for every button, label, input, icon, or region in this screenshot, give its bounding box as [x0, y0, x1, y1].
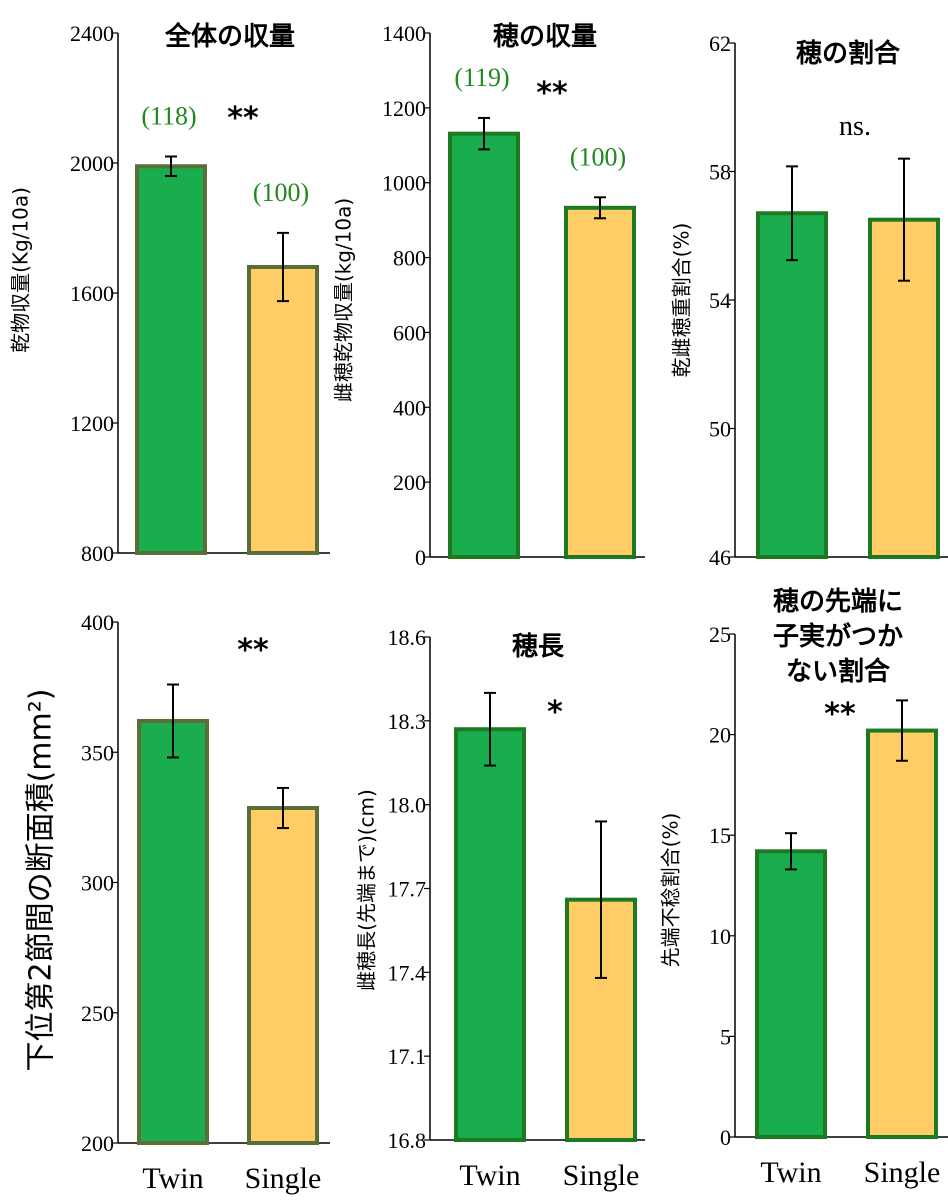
x-tick-label: Single	[563, 1159, 640, 1192]
y-axis-label: 雌穂長(先端まで)(cm)	[355, 789, 379, 991]
y-tick-label: 0	[720, 1125, 731, 1150]
bar	[247, 805, 319, 1145]
bar-label: (100)	[253, 178, 309, 207]
y-tick-label: 17.4	[388, 960, 427, 985]
y-tick-label: 2000	[70, 151, 114, 176]
bar	[448, 131, 520, 559]
y-tick-label: 0	[415, 545, 426, 570]
y-tick-label: 200	[81, 1131, 114, 1156]
y-tick-label: 250	[81, 1001, 114, 1026]
chart-title: 穂の収量	[493, 22, 597, 52]
y-axis-label: 雌穂乾物収量(kg/10a)	[332, 198, 356, 402]
significance: **	[237, 633, 269, 668]
y-tick-label: 17.1	[388, 1044, 427, 1069]
chart-title: 穂の先端に	[773, 587, 903, 617]
y-tick-label: 17.7	[388, 877, 427, 902]
y-axis-label: 乾雌穂重割合(%)	[670, 223, 694, 378]
y-tick-label: 46	[709, 545, 731, 570]
significance: ns.	[839, 111, 871, 142]
y-tick-label: 18.6	[388, 625, 427, 650]
y-tick-label: 600	[393, 320, 426, 345]
y-tick-label: 16.8	[388, 1128, 427, 1153]
x-tick-label: Twin	[459, 1159, 520, 1192]
bar	[866, 728, 938, 1139]
y-tick-label: 50	[709, 417, 731, 442]
y-tick-label: 1600	[70, 281, 114, 306]
y-tick-label: 1000	[382, 171, 426, 196]
y-tick-label: 10	[709, 924, 731, 949]
y-tick-label: 2400	[70, 21, 114, 46]
y-tick-label: 400	[81, 610, 114, 635]
y-tick-label: 300	[81, 871, 114, 896]
y-tick-label: 62	[709, 31, 731, 56]
y-axis-label: 下位第2節間の断面積(mm²)	[24, 689, 59, 1072]
bar	[137, 718, 209, 1145]
bar	[454, 727, 526, 1142]
bar	[755, 849, 827, 1140]
y-tick-label: 5	[720, 1024, 731, 1049]
y-axis-label: 乾物収量(Kg/10a)	[9, 187, 33, 353]
chart-title: ない割合	[786, 656, 891, 687]
y-tick-label: 1400	[382, 21, 426, 46]
x-tick-label: Twin	[142, 1162, 203, 1195]
y-tick-label: 350	[81, 740, 114, 765]
x-tick-label: Twin	[760, 1156, 821, 1189]
bar-label: (119)	[454, 63, 509, 92]
y-tick-label: 15	[709, 823, 731, 848]
y-tick-label: 200	[393, 470, 426, 495]
bar	[135, 164, 207, 555]
significance: *	[547, 695, 563, 730]
y-tick-label: 54	[709, 288, 731, 313]
chart-title: 全体の収量	[164, 21, 295, 52]
y-tick-label: 18.0	[388, 793, 427, 818]
y-axis-label: 先端不稔割合(%)	[659, 813, 683, 968]
y-tick-label: 1200	[382, 96, 426, 121]
y-tick-label: 25	[709, 622, 731, 647]
bar	[756, 211, 828, 559]
significance: **	[824, 697, 856, 732]
y-tick-label: 58	[709, 160, 731, 185]
bar	[564, 205, 636, 559]
y-tick-label: 20	[709, 723, 731, 748]
x-tick-label: Single	[245, 1162, 322, 1195]
y-tick-label: 1200	[70, 411, 114, 436]
bar-label: (100)	[570, 142, 626, 171]
y-tick-label: 18.3	[388, 709, 427, 734]
chart-title: 穂長	[512, 632, 565, 662]
x-tick-label: Single	[864, 1156, 941, 1189]
y-tick-label: 400	[393, 395, 426, 420]
y-tick-label: 800	[393, 246, 426, 271]
y-tick-label: 800	[81, 541, 114, 566]
chart-title: 穂の割合	[796, 38, 901, 69]
bar-label: (118)	[141, 102, 196, 131]
bar	[247, 265, 319, 555]
significance: **	[536, 76, 568, 111]
chart-title: 子実がつか	[773, 621, 903, 652]
significance: **	[227, 101, 259, 136]
